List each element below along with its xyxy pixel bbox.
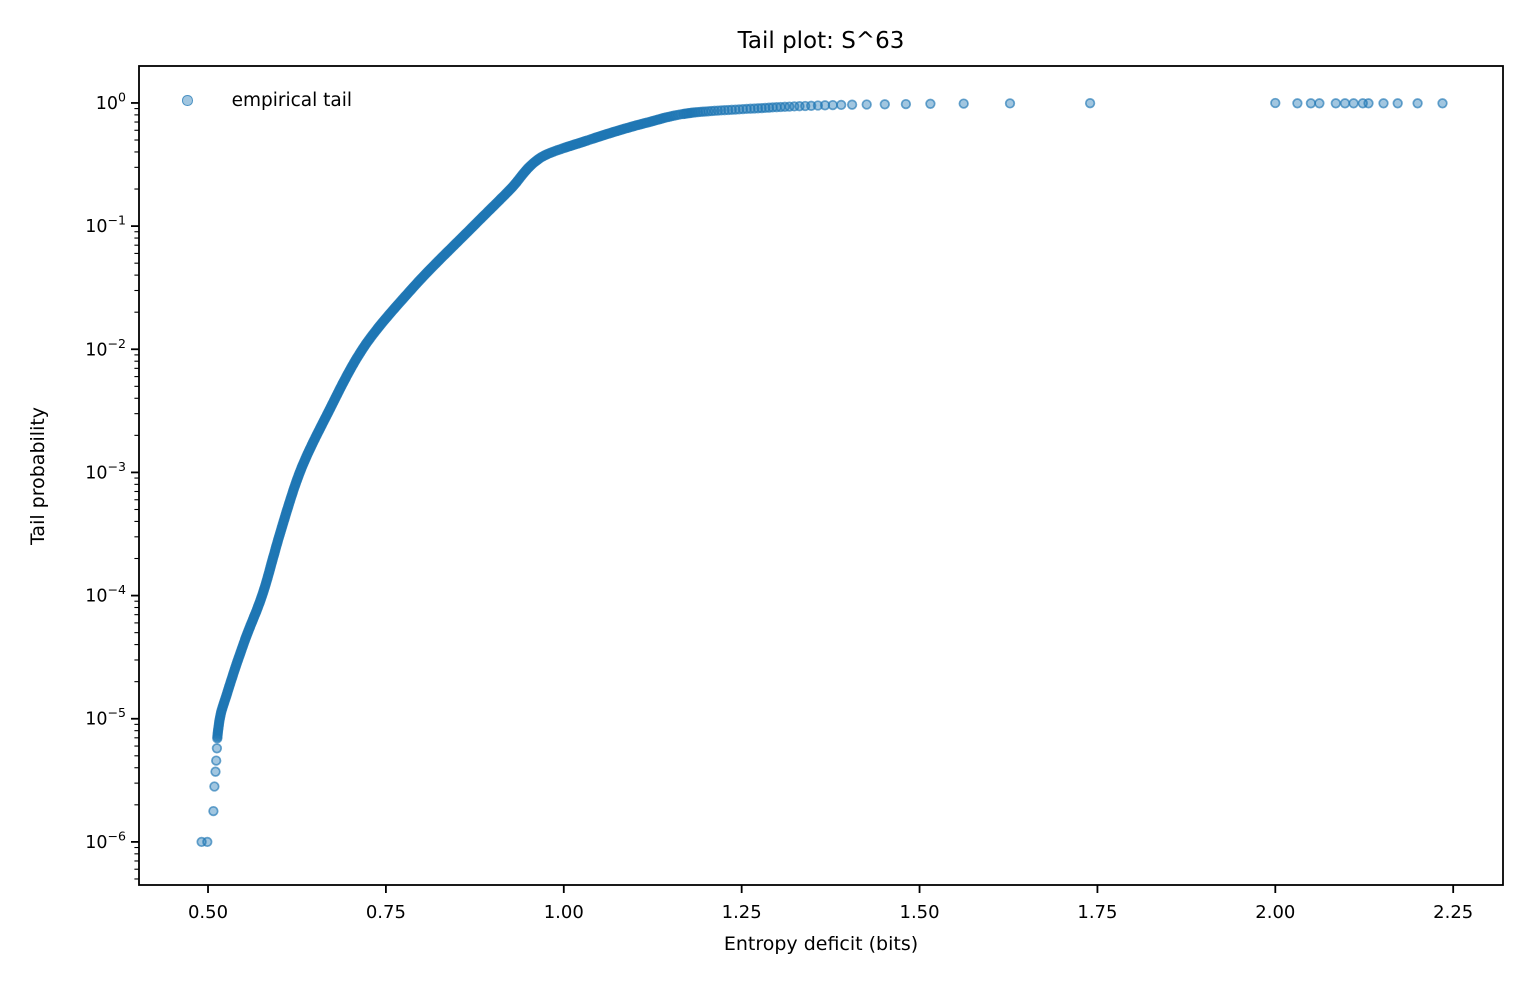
chart-title: Tail plot: S^63 [737, 28, 905, 54]
svg-text:10−6: 10−6 [85, 828, 126, 853]
legend-label: empirical tail [231, 90, 353, 111]
svg-text:100: 100 [96, 89, 126, 114]
y-axis-ticks: 100 10−1 10−2 10−3 10−4 10−5 10−6 [85, 89, 139, 853]
svg-text:2.00: 2.00 [1255, 902, 1295, 923]
svg-text:2.25: 2.25 [1433, 902, 1473, 923]
svg-text:1.00: 1.00 [544, 902, 584, 923]
y-axis-minor-ticks [134, 108, 139, 880]
svg-text:0.50: 0.50 [188, 902, 228, 923]
svg-text:10−3: 10−3 [85, 459, 126, 484]
x-axis-label: Entropy deficit (bits) [723, 933, 919, 955]
legend: empirical tail [182, 90, 352, 111]
scatter-marker-icon [182, 95, 193, 106]
svg-text:1.75: 1.75 [1077, 902, 1117, 923]
svg-text:10−5: 10−5 [85, 705, 126, 730]
svg-text:0.75: 0.75 [366, 902, 406, 923]
x-axis-ticks: 0.50 0.75 1.00 1.25 1.50 1.75 2.00 2.25 [188, 885, 1473, 923]
axes-frame [138, 65, 1504, 886]
scatter-series [196, 97, 1448, 848]
svg-text:10−1: 10−1 [85, 213, 126, 238]
svg-text:1.50: 1.50 [900, 902, 940, 923]
svg-text:1.25: 1.25 [722, 902, 762, 923]
svg-text:10−4: 10−4 [85, 582, 126, 607]
svg-text:10−2: 10−2 [85, 336, 126, 361]
